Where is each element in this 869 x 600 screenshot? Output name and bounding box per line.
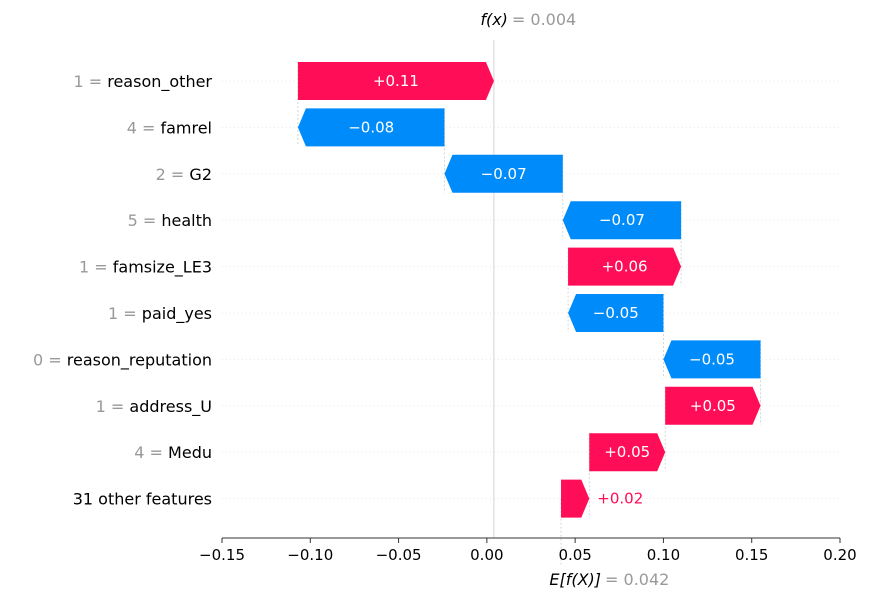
bar-value-label: −0.05 bbox=[689, 350, 735, 368]
bar-health bbox=[562, 201, 682, 240]
ex-footer: E[f(X)] = 0.042 bbox=[549, 570, 669, 589]
feature-equals: = bbox=[84, 72, 108, 91]
feature-value: 1 bbox=[79, 258, 89, 277]
bar-value-label: +0.11 bbox=[373, 72, 419, 90]
feature-label: 1 = famsize_LE3 bbox=[79, 258, 212, 278]
feature-label: 1 = address_U bbox=[96, 397, 212, 417]
bars: +0.11 −0.08 −0.07 −0.07 +0.06 −0.05 −0.05 +0.05… bbox=[297, 62, 761, 518]
feature-value: 1 bbox=[96, 397, 106, 416]
x-tick-label: 0.15 bbox=[735, 546, 768, 564]
bar-value-label: −0.07 bbox=[599, 211, 645, 229]
feature-label: 4 = Medu bbox=[134, 443, 212, 462]
x-tick-label: 0.20 bbox=[823, 546, 856, 564]
ex-value: = 0.042 bbox=[605, 570, 669, 589]
feature-name: G2 bbox=[189, 165, 212, 184]
feature-labels: 1 = reason_other 4 = famrel 2 = G2 5 = heal… bbox=[33, 72, 212, 509]
bar-address_u bbox=[665, 386, 761, 425]
bar-value-label: +0.05 bbox=[604, 443, 650, 461]
feature-equals: = bbox=[106, 397, 130, 416]
feature-label: 2 = G2 bbox=[156, 165, 212, 184]
feature-name: Medu bbox=[168, 443, 212, 462]
feature-equals: = bbox=[137, 118, 161, 137]
feature-name: reason_reputation bbox=[67, 350, 212, 370]
x-tick-label: −0.05 bbox=[376, 546, 422, 564]
bar-value-label: −0.07 bbox=[481, 165, 527, 183]
bar-medu bbox=[589, 433, 666, 472]
x-tick-label: 0.00 bbox=[470, 546, 503, 564]
bar-value-label: +0.02 bbox=[597, 490, 643, 508]
feature-value: 1 bbox=[108, 304, 118, 323]
feature-name: paid_yes bbox=[142, 304, 212, 324]
bar-value-label: −0.08 bbox=[348, 118, 394, 136]
bar-value-label: −0.05 bbox=[593, 304, 639, 322]
bar-famrel bbox=[297, 108, 445, 147]
feature-equals: = bbox=[144, 443, 168, 462]
x-axis: −0.15 −0.10 −0.05 0.00 0.05 0.10 0.15 0.20 bbox=[199, 537, 857, 564]
feature-value: 0 bbox=[33, 350, 43, 369]
feature-label: 4 = famrel bbox=[127, 118, 212, 137]
bar-g2 bbox=[444, 154, 563, 193]
feature-name: famrel bbox=[160, 118, 212, 137]
feature-label: 1 = paid_yes bbox=[108, 304, 212, 324]
feature-equals: = bbox=[43, 350, 67, 369]
feature-value: 4 bbox=[127, 118, 137, 137]
feature-value: 2 bbox=[156, 165, 166, 184]
bar-31-other-features bbox=[561, 479, 590, 518]
feature-equals: = bbox=[166, 165, 190, 184]
feature-value: 5 bbox=[128, 211, 138, 230]
ex-label: E[f(X)] bbox=[549, 570, 601, 589]
bar-reason_other bbox=[297, 62, 494, 100]
bar-famsize_le3 bbox=[568, 247, 682, 286]
feature-name: health bbox=[161, 211, 212, 230]
feature-name: 31 other features bbox=[73, 490, 212, 509]
x-tick-label: −0.10 bbox=[287, 546, 333, 564]
feature-value: 1 bbox=[73, 72, 83, 91]
feature-name: reason_other bbox=[107, 72, 212, 92]
feature-name: address_U bbox=[129, 397, 212, 417]
feature-label: 5 = health bbox=[128, 211, 212, 230]
feature-label: 0 = reason_reputation bbox=[33, 350, 212, 370]
fx-header: f(x) = 0.004 bbox=[480, 10, 576, 29]
bar-reason_reputation bbox=[663, 340, 761, 379]
bar-value-label: +0.05 bbox=[690, 397, 736, 415]
connector-lines bbox=[297, 40, 761, 566]
bar-paid_yes bbox=[568, 294, 664, 332]
bar-value-label: +0.06 bbox=[602, 258, 648, 276]
feature-value: 4 bbox=[134, 443, 144, 462]
feature-label: 31 other features bbox=[73, 490, 212, 509]
feature-equals: = bbox=[89, 258, 113, 277]
x-tick-label: 0.05 bbox=[558, 546, 591, 564]
feature-name: famsize_LE3 bbox=[113, 258, 212, 278]
feature-equals: = bbox=[118, 304, 142, 323]
x-tick-label: 0.10 bbox=[647, 546, 680, 564]
fx-value: = 0.004 bbox=[512, 10, 576, 29]
fx-label: f(x) bbox=[480, 10, 508, 29]
feature-equals: = bbox=[138, 211, 162, 230]
x-tick-label: −0.15 bbox=[199, 546, 245, 564]
feature-label: 1 = reason_other bbox=[73, 72, 212, 92]
